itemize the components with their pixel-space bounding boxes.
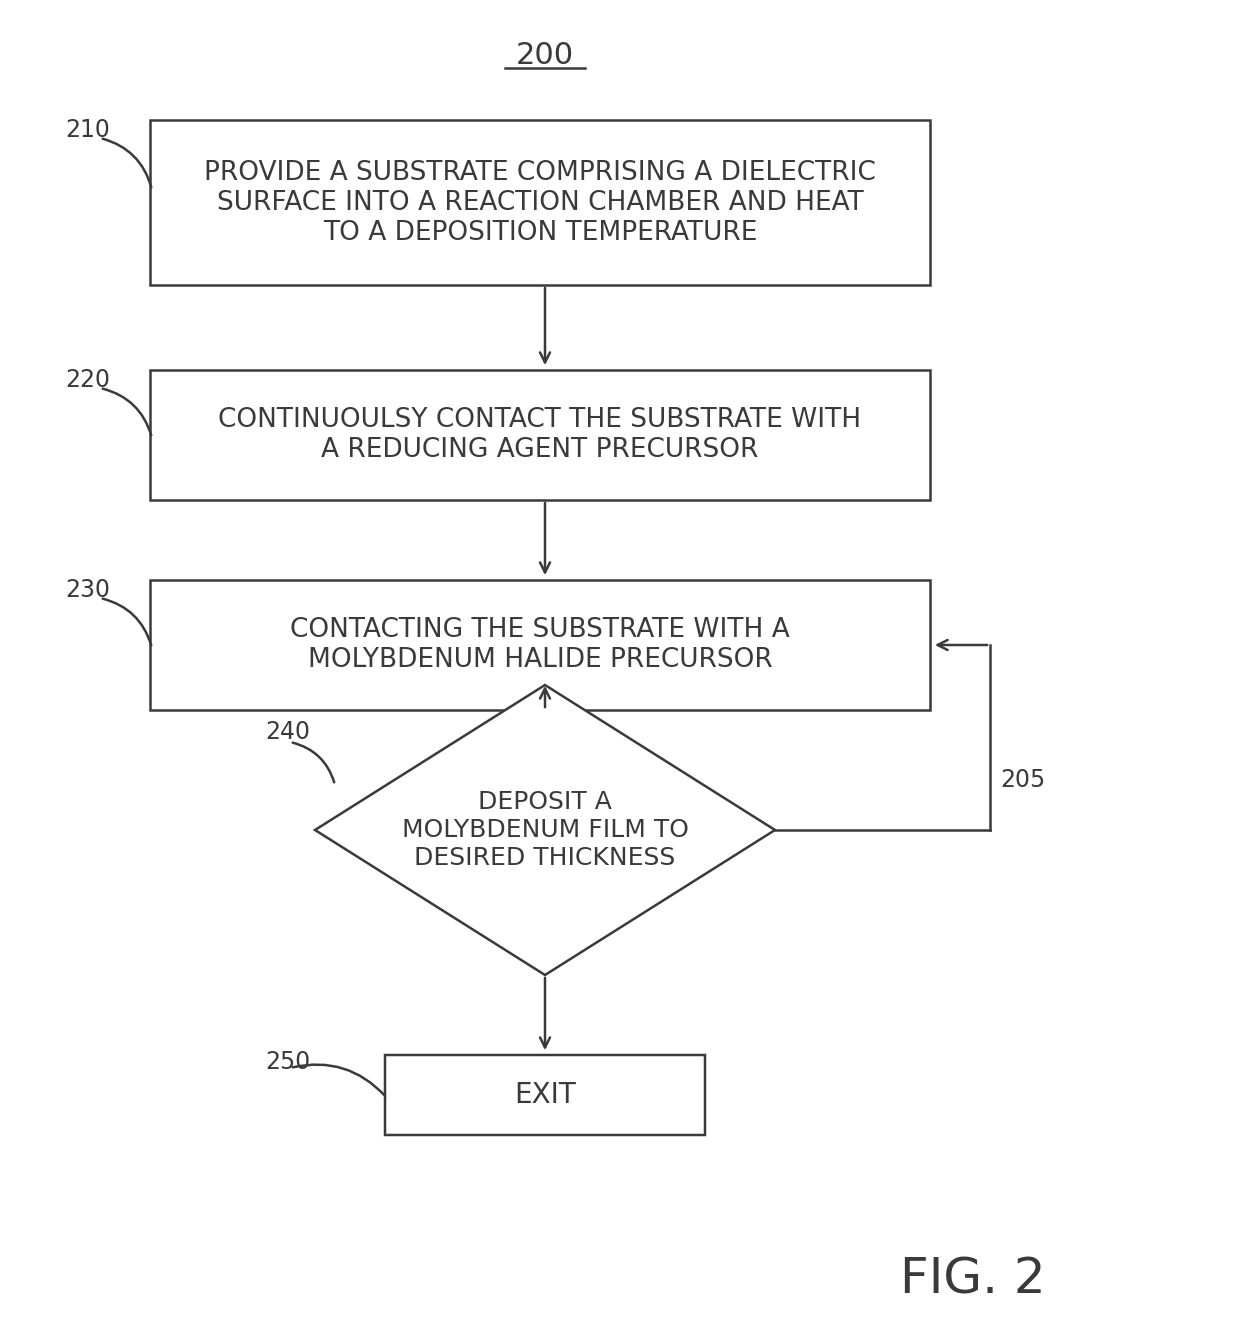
Text: FIG. 2: FIG. 2	[900, 1255, 1045, 1304]
Text: 205: 205	[999, 767, 1045, 792]
Text: 210: 210	[64, 118, 110, 142]
Polygon shape	[315, 685, 775, 975]
Text: PROVIDE A SUBSTRATE COMPRISING A DIELECTRIC
SURFACE INTO A REACTION CHAMBER AND : PROVIDE A SUBSTRATE COMPRISING A DIELECT…	[205, 159, 875, 246]
Text: 240: 240	[265, 721, 310, 743]
Text: DEPOSIT A
MOLYBDENUM FILM TO
DESIRED THICKNESS: DEPOSIT A MOLYBDENUM FILM TO DESIRED THI…	[402, 790, 688, 870]
Bar	[150, 370, 930, 500]
Text: CONTINUOULSY CONTACT THE SUBSTRATE WITH
A REDUCING AGENT PRECURSOR: CONTINUOULSY CONTACT THE SUBSTRATE WITH …	[218, 406, 862, 463]
Bar	[150, 580, 930, 710]
Text: 250: 250	[265, 1050, 310, 1074]
Text: 220: 220	[64, 368, 110, 392]
Text: EXIT: EXIT	[515, 1082, 575, 1108]
Text: 200: 200	[516, 40, 574, 70]
Text: CONTACTING THE SUBSTRATE WITH A
MOLYBDENUM HALIDE PRECURSOR: CONTACTING THE SUBSTRATE WITH A MOLYBDEN…	[290, 616, 790, 673]
FancyBboxPatch shape	[384, 1055, 706, 1135]
Bar	[150, 120, 930, 285]
Text: 230: 230	[64, 578, 110, 602]
